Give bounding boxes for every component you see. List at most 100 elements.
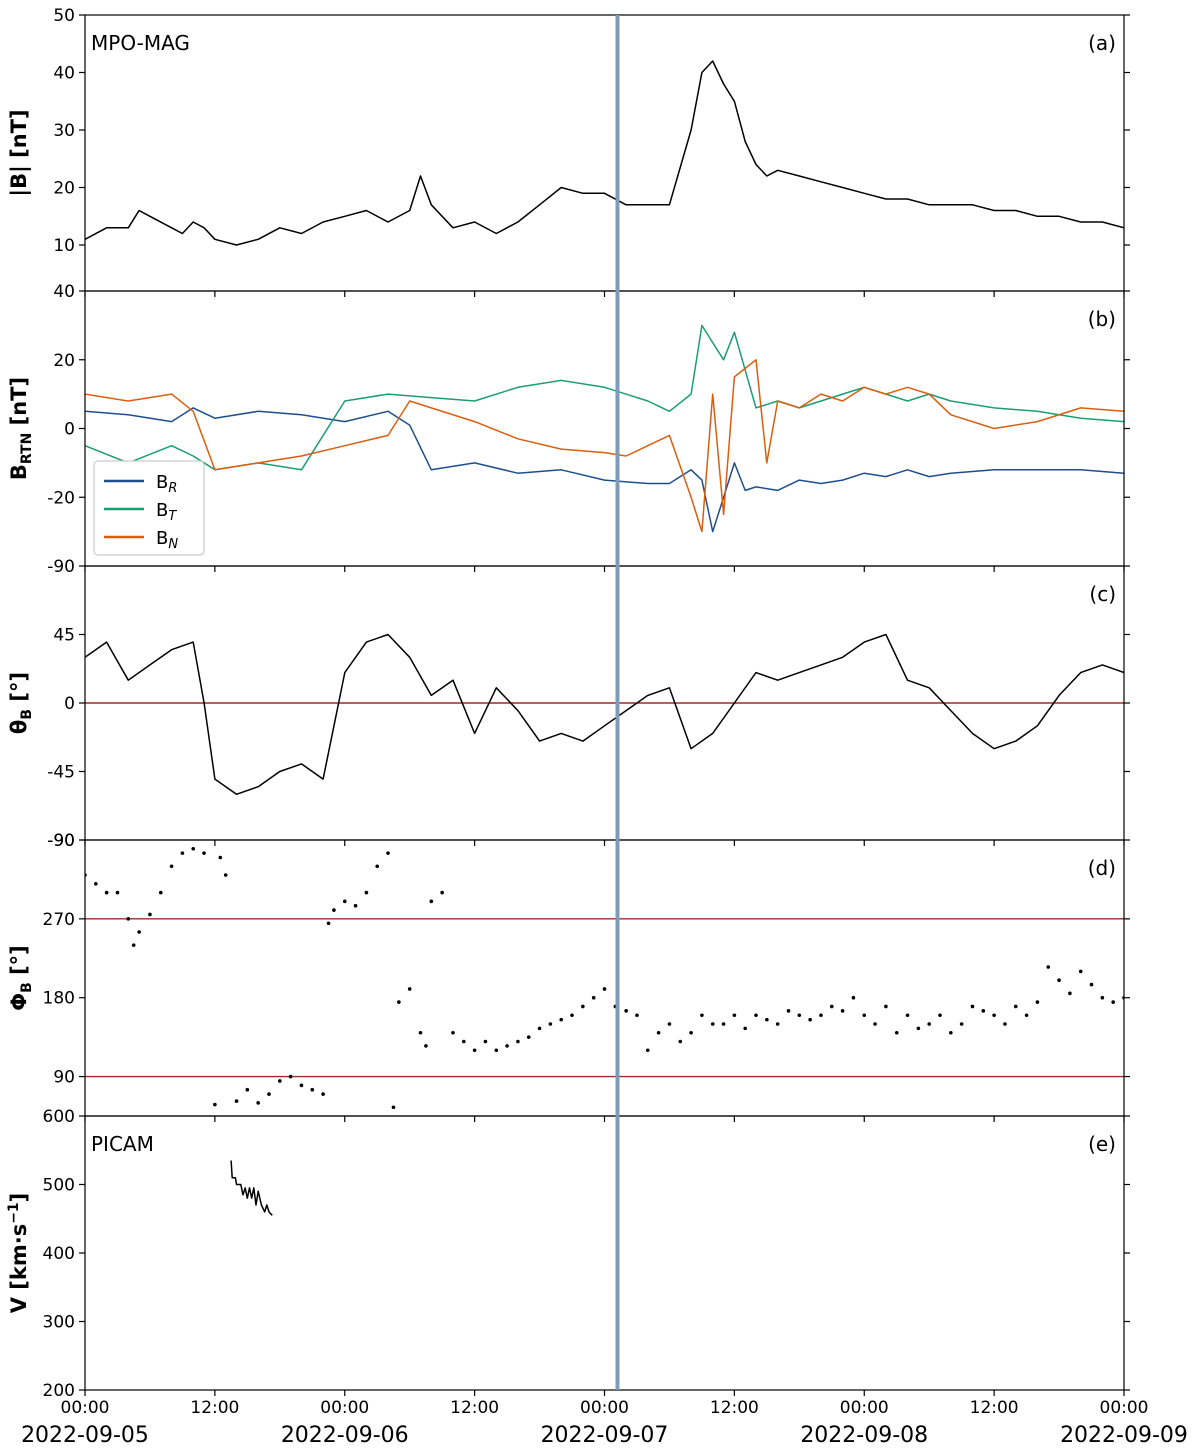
- data-point: [775, 1022, 780, 1026]
- data-point: [1057, 978, 1061, 982]
- data-point: [624, 1009, 628, 1013]
- x-tick-label: 12:00: [450, 1398, 499, 1418]
- legend: BR BT BN: [93, 460, 205, 556]
- y-tick-label: 10: [53, 236, 75, 256]
- data-point: [797, 1013, 802, 1018]
- series-line: [85, 60, 1124, 246]
- y-tick-label: 270: [43, 910, 75, 930]
- data-point: [743, 1026, 747, 1031]
- x-tick-label: 12:00: [970, 1398, 1019, 1418]
- data-point: [700, 1013, 704, 1018]
- data-point: [591, 995, 596, 1000]
- data-point: [94, 882, 98, 886]
- y-tick-label: 40: [53, 282, 75, 302]
- data-point: [321, 1092, 325, 1096]
- data-point: [732, 1013, 737, 1018]
- instrument-label: MPO-MAG: [91, 31, 190, 55]
- data-point: [1089, 982, 1094, 987]
- y-tick-label: 50: [53, 6, 75, 26]
- legend-label-b-n: BN: [156, 528, 178, 552]
- series-line-b-n: [85, 359, 1124, 533]
- panel-label: (d): [1088, 856, 1116, 880]
- data-point: [267, 1092, 271, 1096]
- data-point: [364, 890, 369, 895]
- panel-label: (c): [1089, 582, 1116, 606]
- data-point: [137, 930, 141, 934]
- data-point: [418, 1030, 423, 1035]
- series-group: [85, 633, 1124, 796]
- data-point: [126, 917, 131, 921]
- data-point: [645, 1048, 650, 1053]
- x-tick-label: 00:00: [1100, 1398, 1149, 1418]
- data-point: [391, 1105, 396, 1110]
- panel-label: (e): [1088, 1132, 1116, 1156]
- data-point: [786, 1009, 791, 1013]
- y-tick-label: 400: [43, 1244, 75, 1264]
- y-tick-label: 0: [64, 694, 75, 714]
- data-point: [667, 1022, 672, 1026]
- data-point: [158, 890, 163, 895]
- y-tick-label: -20: [47, 488, 75, 508]
- series-group: [85, 846, 1124, 1110]
- data-point: [656, 1030, 661, 1035]
- y-tick-label: 20: [53, 351, 75, 371]
- panel-frame: [84, 839, 1125, 1117]
- data-point: [981, 1009, 986, 1013]
- data-point: [819, 1013, 823, 1018]
- data-point: [218, 855, 223, 860]
- data-point: [115, 890, 120, 895]
- data-point: [1078, 969, 1083, 974]
- series-group: [85, 60, 1124, 246]
- data-point: [213, 1102, 217, 1107]
- data-point: [862, 1013, 867, 1018]
- data-point: [916, 1026, 921, 1031]
- data-point: [829, 1004, 834, 1009]
- series-line: [230, 1160, 273, 1216]
- data-point: [424, 1044, 428, 1048]
- panel-e: 200 300 400 500 600 (e) PICAM: [43, 1107, 1130, 1401]
- data-point: [397, 1000, 401, 1004]
- data-point: [905, 1013, 910, 1018]
- data-point: [326, 921, 331, 926]
- y-tick-label: 600: [43, 1107, 75, 1127]
- data-point: [873, 1022, 877, 1026]
- data-point: [375, 864, 380, 869]
- data-point: [440, 890, 444, 895]
- data-point: [938, 1013, 942, 1018]
- y-tick-label: 30: [53, 121, 75, 141]
- y-tick-label: 20: [53, 179, 75, 199]
- data-point: [721, 1022, 726, 1026]
- data-point: [332, 908, 336, 912]
- y-tick-label: -90: [47, 831, 75, 851]
- legend-label-b-t: BT: [156, 500, 177, 524]
- x-tick-label: 00:00: [840, 1398, 889, 1418]
- data-point: [765, 1017, 769, 1022]
- series-line-b-t: [85, 324, 1124, 471]
- data-point: [148, 912, 152, 917]
- y-tick-label: 45: [53, 626, 75, 646]
- y-tick-label: 40: [53, 64, 75, 84]
- x-date-label: 2022-09-09: [1060, 1423, 1188, 1448]
- data-point: [1013, 1004, 1018, 1009]
- y-tick-label: -45: [47, 763, 75, 783]
- data-point: [310, 1087, 315, 1092]
- panel-label: (b): [1088, 307, 1116, 331]
- data-point: [1100, 995, 1105, 1000]
- data-point: [180, 851, 185, 855]
- legend-label-b-r: BR: [156, 472, 177, 496]
- x-date-label: 2022-09-08: [800, 1423, 928, 1448]
- data-point: [223, 873, 228, 877]
- data-point: [970, 1004, 975, 1009]
- y-tick-label: 300: [43, 1313, 75, 1333]
- data-point: [959, 1022, 964, 1026]
- series-line-b-r: [85, 407, 1124, 533]
- data-point: [429, 899, 434, 904]
- data-point: [710, 1022, 715, 1026]
- data-point: [992, 1013, 996, 1018]
- data-point: [278, 1079, 282, 1083]
- x-tick-label: 00:00: [61, 1398, 110, 1418]
- data-point: [1035, 1000, 1040, 1004]
- panel-frame: [84, 290, 1125, 567]
- panel-c: -90 -45 0 45 -90 (c): [47, 557, 1130, 851]
- data-point: [1046, 965, 1051, 969]
